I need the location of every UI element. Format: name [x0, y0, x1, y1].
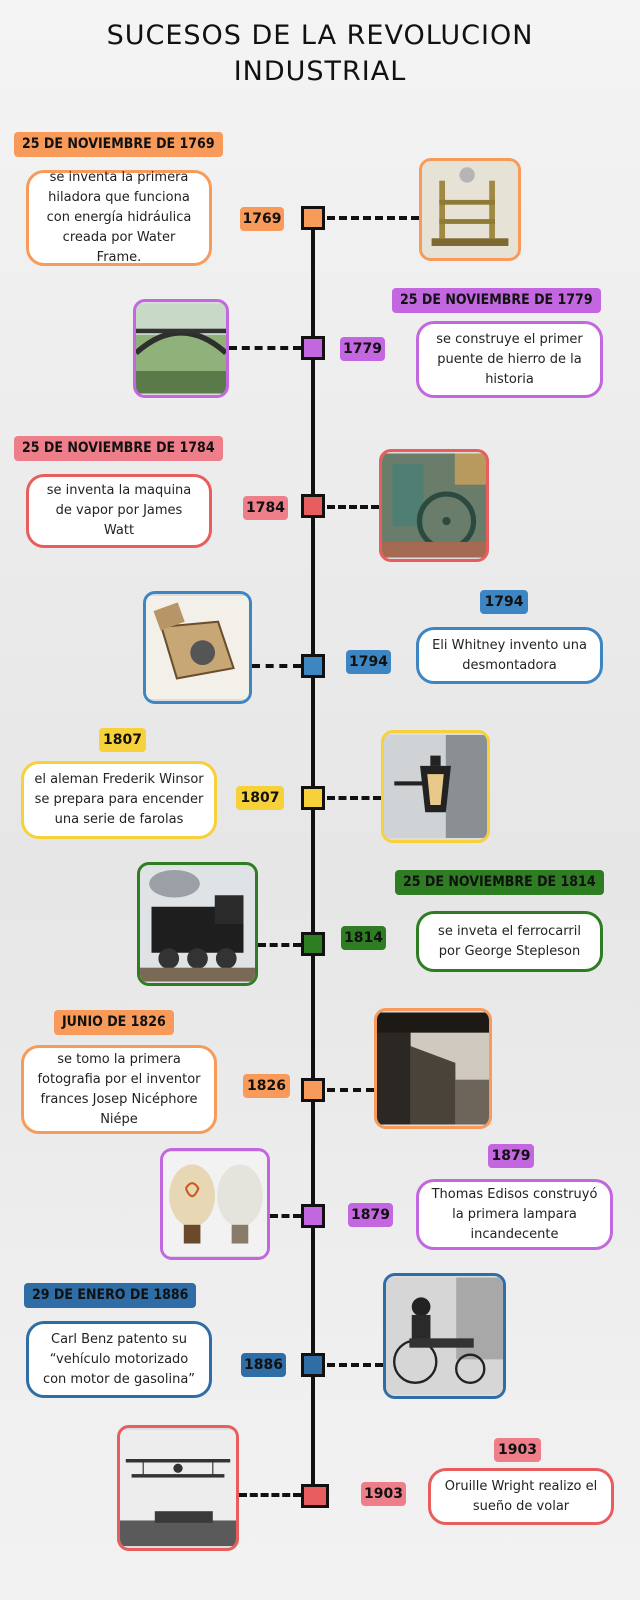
timeline-node-1779: [301, 336, 325, 360]
year-label-1794: 1794: [346, 650, 391, 674]
event-heading-1779: 25 DE NOVIEMBRE DE 1779: [392, 288, 601, 313]
event-heading-1886: 29 DE ENERO DE 1886: [24, 1283, 197, 1308]
title-line-2: INDUSTRIAL: [233, 56, 407, 87]
event-card-1886: Carl Benz patento su “vehículo motorizad…: [26, 1321, 212, 1398]
benz-motorwagen-image: [383, 1273, 506, 1399]
event-heading-1794: 1794: [480, 590, 528, 614]
event-card-1779: se construye el primer puente de hierro …: [416, 321, 603, 398]
steam-engine-image: [379, 449, 489, 562]
timeline-node-1807: [301, 786, 325, 810]
timeline-node-1886: [301, 1353, 325, 1377]
cotton-gin-image: [143, 591, 252, 704]
connector-1879: [270, 1214, 301, 1218]
year-label-1807: 1807: [236, 786, 284, 810]
timeline-node-1784: [301, 494, 325, 518]
event-heading-1814: 25 DE NOVIEMBRE DE 1814: [395, 870, 604, 895]
year-label-1903: 1903: [361, 1482, 406, 1506]
year-label-1814: 1814: [341, 926, 386, 950]
timeline-node-1769: [301, 206, 325, 230]
timeline-node-1903: [301, 1484, 329, 1508]
year-label-1826: 1826: [243, 1074, 290, 1098]
connector-1826: [327, 1088, 374, 1092]
event-card-1794: Eli Whitney invento una desmontadora: [416, 627, 603, 684]
locomotive-image: [137, 862, 258, 986]
timeline-node-1794: [301, 654, 325, 678]
street-lamp-image: [381, 730, 490, 843]
event-card-1807: el aleman Frederik Winsor se prepara par…: [21, 761, 217, 839]
connector-1794: [252, 664, 301, 668]
wright-flyer-image: [117, 1425, 239, 1551]
event-card-1826: se tomo la primera fotografia por el inv…: [21, 1045, 217, 1134]
event-card-1903: Oruille Wright realizo el sueño de volar: [428, 1468, 614, 1525]
event-heading-1879: 1879: [488, 1144, 534, 1168]
year-label-1769: 1769: [240, 207, 284, 231]
connector-1779: [229, 346, 301, 350]
water-frame-image: [419, 158, 521, 261]
iron-bridge-image: [133, 299, 229, 398]
event-heading-1769: 25 DE NOVIEMBRE DE 1769: [14, 132, 223, 157]
event-heading-1807: 1807: [99, 728, 146, 752]
light-bulb-image: [160, 1148, 270, 1260]
year-label-1784: 1784: [243, 496, 288, 520]
title-line-1: SUCESOS DE LA REVOLUCION: [106, 20, 534, 51]
timeline-node-1879: [301, 1204, 325, 1228]
year-label-1879: 1879: [348, 1203, 393, 1227]
event-card-1784: se inventa la maquina de vapor por James…: [26, 474, 212, 548]
event-heading-1903: 1903: [494, 1438, 541, 1462]
year-label-1779: 1779: [340, 337, 385, 361]
event-card-1879: Thomas Edisos construyó la primera lampa…: [416, 1179, 613, 1250]
connector-1784: [327, 505, 379, 509]
timeline-node-1814: [301, 932, 325, 956]
event-card-1769: se inventa la primera hiladora que funci…: [26, 170, 212, 266]
event-heading-1784: 25 DE NOVIEMBRE DE 1784: [14, 436, 223, 461]
event-card-1814: se inveta el ferrocarril por George Step…: [416, 911, 603, 972]
connector-1886: [327, 1363, 383, 1367]
page-title: SUCESOS DE LA REVOLUCION INDUSTRIAL: [0, 18, 640, 90]
connector-1807: [327, 796, 381, 800]
connector-1903: [239, 1493, 301, 1497]
year-label-1886: 1886: [241, 1353, 286, 1377]
timeline-node-1826: [301, 1078, 325, 1102]
first-photograph-image: [374, 1008, 492, 1129]
timeline-axis: [311, 217, 315, 1502]
connector-1814: [258, 943, 301, 947]
event-heading-1826: JUNIO DE 1826: [54, 1010, 174, 1035]
connector-1769: [327, 216, 419, 220]
